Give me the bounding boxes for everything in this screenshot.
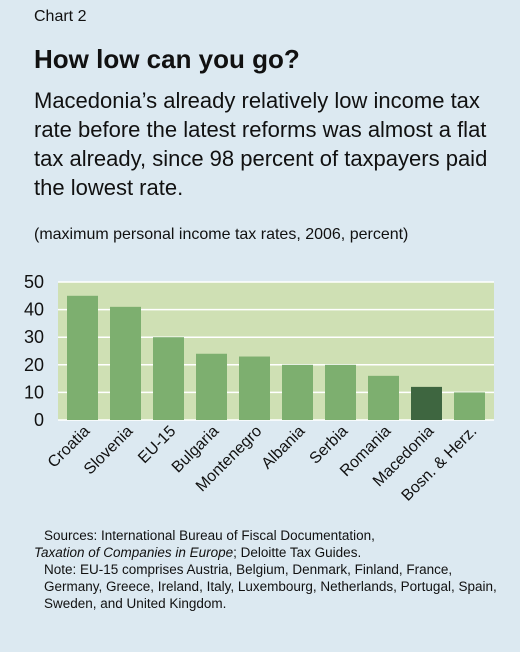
bar [239, 356, 270, 420]
y-tick-label: 50 [24, 272, 44, 292]
y-tick-label: 40 [24, 300, 44, 320]
y-tick-label: 30 [24, 327, 44, 347]
bar [325, 364, 356, 420]
sources-line-1: Sources: International Bureau of Fiscal … [44, 528, 375, 543]
sources-block: Sources: International Bureau of Fiscal … [34, 527, 504, 612]
chart-subtitle: Macedonia’s already relatively low incom… [34, 88, 488, 200]
bar [368, 375, 399, 420]
y-tick-label: 10 [24, 382, 44, 402]
x-tick-label: Bosn. & Herz. [399, 423, 481, 505]
bar-chart: 01020304050CroatiaSloveniaEU-15BulgariaM… [24, 272, 494, 505]
bar [67, 295, 98, 420]
sources-line-2: Taxation of Companies in Europe; Deloitt… [34, 544, 504, 561]
note-text: Note: EU-15 comprises Austria, Belgium, … [44, 562, 497, 611]
bar [282, 364, 313, 420]
y-tick-label: 20 [24, 355, 44, 375]
sources-publication: Taxation of Companies in Europe [34, 545, 234, 560]
bar [196, 353, 227, 420]
y-tick-label: 0 [34, 410, 44, 430]
sources-publication-rest: ; Deloitte Tax Guides. [233, 545, 362, 560]
units-note: (maximum personal income tax rates, 2006… [34, 226, 409, 243]
chart-title: How low can you go? [34, 44, 300, 74]
chart-label: Chart 2 [34, 8, 87, 25]
bar [454, 392, 485, 420]
bar [411, 386, 442, 420]
bar [153, 337, 184, 420]
bar [110, 306, 141, 420]
x-tick-label: Albania [259, 423, 309, 473]
